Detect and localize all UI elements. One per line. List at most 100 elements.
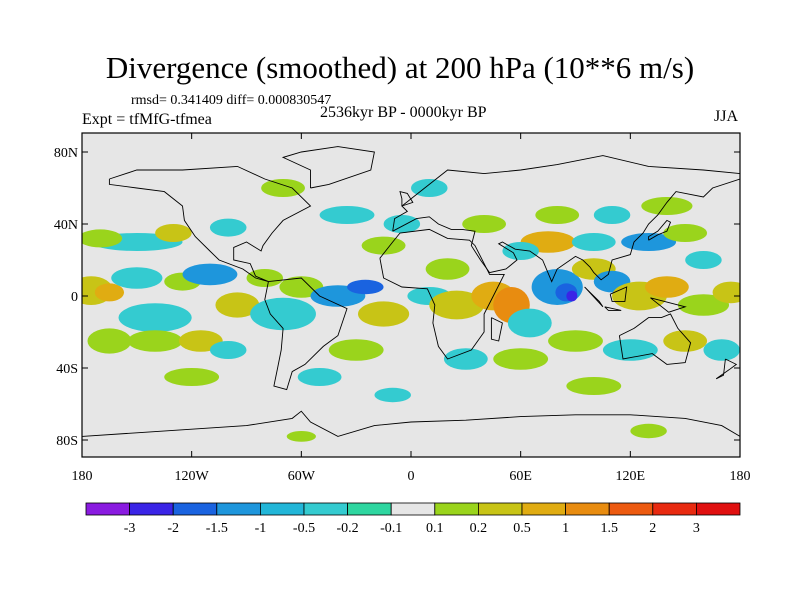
anomaly-region <box>425 258 470 280</box>
coastlines <box>82 146 740 437</box>
anomaly-region <box>411 179 448 197</box>
anomaly-region <box>209 341 247 359</box>
coastline <box>82 410 740 437</box>
anomaly-region <box>164 368 220 386</box>
latitude-axis: 80N 40N 0 40S 80S <box>54 146 740 449</box>
anomaly-region <box>82 229 123 248</box>
coastline <box>399 190 414 207</box>
colorbar-label: 0.5 <box>513 521 531 536</box>
anomaly-region <box>182 263 238 286</box>
anomaly-region <box>630 423 667 439</box>
coastline <box>392 178 740 283</box>
anomaly-region <box>443 348 488 370</box>
anomaly-region <box>94 283 125 302</box>
anomaly-region <box>621 233 677 251</box>
anomaly-region <box>374 387 411 403</box>
anomaly-region <box>250 297 316 331</box>
divergence-field <box>82 133 740 457</box>
coastline <box>281 146 375 189</box>
colorbar-swatch <box>347 502 392 516</box>
anomaly-region <box>502 242 539 260</box>
coastline <box>650 297 687 313</box>
coastline <box>108 165 312 283</box>
anomaly-region <box>663 224 708 242</box>
colorbar: -3 -2 -1.5 -1 -0.5 -0.2 -0.1 0.1 0.2 0.5 1 1.5 2 3 <box>85 502 741 536</box>
colorbar-swatch <box>652 502 697 516</box>
coastline <box>379 228 505 360</box>
anomaly-region <box>87 328 132 354</box>
colorbar-swatch <box>259 502 305 516</box>
anomaly-region <box>535 206 580 224</box>
colorbar-swatch <box>565 502 610 516</box>
colorbar-label: -0.2 <box>337 521 359 536</box>
colorbar-label: 0.1 <box>426 521 444 536</box>
anomaly-region <box>155 224 192 242</box>
anomaly-region <box>566 290 578 302</box>
experiment-label: Expt = tfMfG-tfmea <box>82 111 212 128</box>
colorbar-label: 1 <box>562 521 569 536</box>
anomaly-region <box>663 330 708 352</box>
colorbar-label: -0.5 <box>293 521 315 536</box>
lat-tick-label: 40S <box>56 362 78 377</box>
anomaly-region <box>319 206 375 224</box>
anomaly-region <box>261 179 305 197</box>
colorbar-swatch <box>696 502 741 516</box>
anomaly-region <box>493 348 549 370</box>
colorbar-label: -0.1 <box>380 521 402 536</box>
anomaly-region <box>703 339 740 361</box>
colorbar-swatch <box>521 502 566 516</box>
lat-tick-label: 0 <box>71 290 78 305</box>
anomaly-region <box>548 330 603 352</box>
colorbar-swatch <box>434 502 479 516</box>
lon-tick-label: 120W <box>175 469 210 484</box>
anomaly-region <box>246 269 284 287</box>
anomaly-region <box>429 290 485 320</box>
anomaly-region <box>215 292 260 318</box>
colorbar-label: -1 <box>255 521 267 536</box>
lat-tick-label: 80N <box>54 146 78 161</box>
period-label: 2536kyr BP - 0000kyr BP <box>320 104 487 121</box>
anomaly-region <box>644 276 689 298</box>
colorbar-swatch <box>172 502 218 516</box>
anomaly-region <box>209 218 247 237</box>
anomaly-region <box>357 301 410 327</box>
lon-tick-label: 0 <box>408 469 415 484</box>
anomaly-region <box>507 308 552 338</box>
anomaly-region <box>286 431 316 442</box>
colorbar-label: -2 <box>167 521 179 536</box>
colorbar-swatch <box>216 502 261 516</box>
anomaly-region <box>685 251 722 269</box>
anomaly-region <box>297 368 342 386</box>
colorbar-label: 2 <box>649 521 656 536</box>
anomaly-region <box>566 377 622 395</box>
coastline <box>618 313 692 365</box>
coastline <box>609 286 628 302</box>
coastline <box>584 286 604 308</box>
anomaly-region <box>712 281 740 304</box>
anomaly-region <box>347 279 384 295</box>
anomaly-region <box>641 197 693 215</box>
anomaly-region <box>127 330 183 352</box>
anomaly-region <box>361 236 406 255</box>
anomaly-region <box>118 303 192 332</box>
coastline <box>392 155 740 232</box>
lat-tick-label: 80S <box>56 434 78 449</box>
colorbar-swatch <box>477 502 523 516</box>
lon-tick-label: 60E <box>509 469 532 484</box>
anomaly-region <box>593 206 631 224</box>
anomaly-region <box>383 215 421 233</box>
lon-tick-label: 120E <box>616 469 646 484</box>
colorbar-label: 1.5 <box>600 521 618 536</box>
lon-tick-label: 180 <box>72 469 93 484</box>
season-label: JJA <box>714 108 739 125</box>
anomaly-region <box>462 215 507 233</box>
colorbar-swatch <box>303 502 348 516</box>
coastline <box>604 306 622 311</box>
plot-title: Divergence (smoothed) at 200 hPa (10**6 … <box>105 50 695 85</box>
colorbar-swatch <box>608 502 654 516</box>
stats-text: rmsd= 0.341409 diff= 0.000830547 <box>131 93 332 108</box>
lon-tick-label: 180 <box>730 469 751 484</box>
coastline <box>648 219 672 241</box>
longitude-axis: 180 120W 60W 0 60E 120E 180 <box>72 133 751 484</box>
lon-tick-label: 60W <box>288 469 316 484</box>
